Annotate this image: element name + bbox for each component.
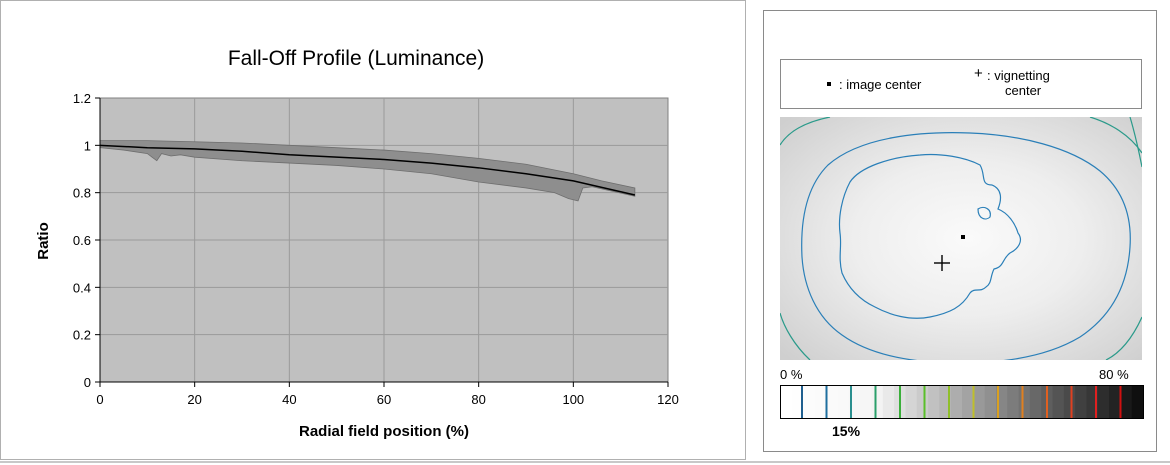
scale-swatch xyxy=(803,386,816,418)
scale-swatch xyxy=(905,386,918,418)
y-axis-label: Ratio xyxy=(35,222,52,260)
x-tick-label: 20 xyxy=(187,392,201,407)
scale-swatch xyxy=(1018,386,1031,418)
scale-swatch xyxy=(1097,386,1110,418)
y-tick-label: 0.2 xyxy=(73,328,91,343)
y-tick-labels: 0 0.2 0.4 0.6 0.8 1 1.2 xyxy=(73,91,100,390)
scale-swatch xyxy=(984,386,997,418)
y-tick-label: 0 xyxy=(84,375,91,390)
scale-swatch xyxy=(950,386,963,418)
contour-inner xyxy=(838,153,1022,319)
scale-swatch xyxy=(1029,386,1042,418)
x-tick-label: 100 xyxy=(562,392,584,407)
scale-swatch xyxy=(860,386,872,418)
scale-swatch xyxy=(1109,386,1121,418)
scale-swatch xyxy=(1075,386,1087,418)
y-tick-label: 0.4 xyxy=(73,280,91,295)
x-tick-labels: 0 20 40 60 80 100 120 xyxy=(96,382,679,407)
contour-middle xyxy=(801,132,1131,360)
bottom-divider xyxy=(0,461,1170,463)
chart-title: Fall-Off Profile (Luminance) xyxy=(228,47,484,70)
scale-swatch xyxy=(826,386,839,418)
scale-swatch xyxy=(995,386,1008,418)
vignetting-center-cross xyxy=(934,255,950,271)
y-tick-label: 0.8 xyxy=(73,186,91,201)
contour-outer-right xyxy=(1129,117,1142,168)
scale-swatch xyxy=(837,386,850,418)
y-tick-label: 1 xyxy=(84,138,91,153)
scale-swatch xyxy=(814,386,827,418)
x-axis-label: Radial field position (%) xyxy=(299,423,469,440)
contour-step-label: 15% xyxy=(832,423,861,439)
legend-image-center-label: : image center xyxy=(839,77,922,92)
falloff-chart: Fall-Off Profile (Luminance) 0 20 40 60 80 10… xyxy=(35,47,679,440)
scale-swatch xyxy=(1086,386,1099,418)
scale-swatch xyxy=(848,386,861,418)
vignetting-center-marker-icon: + xyxy=(974,65,983,82)
contour-scale-bar xyxy=(780,385,1144,419)
scale-swatch xyxy=(1052,386,1065,418)
scale-swatch xyxy=(916,386,929,418)
scale-swatch xyxy=(1120,386,1133,418)
contour-inner-island xyxy=(977,206,991,220)
falloff-variation-band xyxy=(99,140,636,202)
scale-max-label: 80 % xyxy=(1099,367,1129,382)
vignetting-legend: : image center + : vignetting center xyxy=(780,59,1142,109)
scale-swatch xyxy=(928,386,940,418)
scale-swatch xyxy=(973,386,986,418)
x-tick-label: 0 xyxy=(96,392,103,407)
x-tick-label: 120 xyxy=(657,392,679,407)
legend-vignetting-center-label: : vignetting center xyxy=(987,68,1050,98)
vignetting-map xyxy=(780,117,1142,360)
scale-swatch xyxy=(781,386,793,418)
x-tick-label: 40 xyxy=(282,392,296,407)
x-tick-label: 60 xyxy=(377,392,391,407)
image-center-marker-icon xyxy=(827,82,831,86)
vignetting-panel: : image center + : vignetting center xyxy=(763,10,1157,452)
scale-swatch xyxy=(1063,386,1076,418)
falloff-chart-panel: Fall-Off Profile (Luminance) 0 20 40 60 80 10… xyxy=(0,0,746,460)
scale-swatch xyxy=(1007,386,1020,418)
scale-swatch xyxy=(882,386,895,418)
scale-swatch xyxy=(939,386,952,418)
scale-border xyxy=(780,385,1144,419)
scale-swatch xyxy=(871,386,884,418)
scale-swatch xyxy=(792,386,805,418)
image-center-dot xyxy=(961,235,965,239)
y-tick-label: 0.6 xyxy=(73,233,91,248)
y-tick-label: 1.2 xyxy=(73,91,91,106)
contour-outer xyxy=(780,117,1142,360)
scale-swatch xyxy=(962,386,974,418)
scale-min-label: 0 % xyxy=(780,367,803,382)
scale-swatch xyxy=(1131,386,1144,418)
x-tick-label: 80 xyxy=(471,392,485,407)
falloff-mean-line xyxy=(99,144,636,196)
